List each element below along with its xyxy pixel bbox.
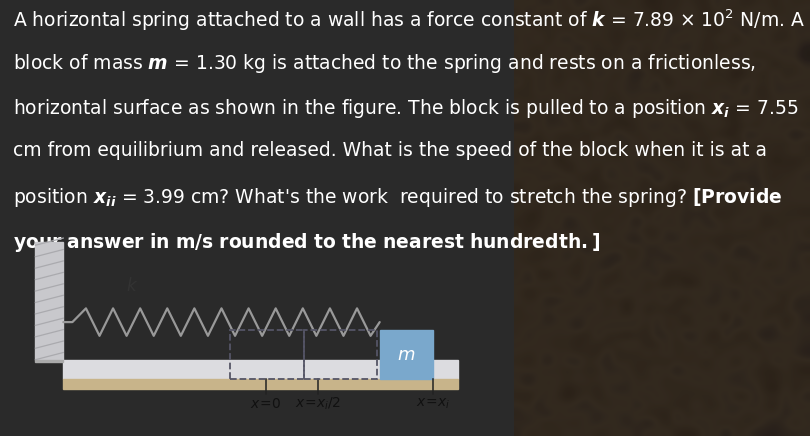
Text: horizontal surface as shown in the figure. The block is pulled to a position $\m: horizontal surface as shown in the figur… <box>13 96 799 119</box>
Text: block of mass $\mathbfit{m}$ = 1.30 kg is attached to the spring and rests on a : block of mass $\mathbfit{m}$ = 1.30 kg i… <box>13 52 756 75</box>
Text: $x\!=\!x_i/2$: $x\!=\!x_i/2$ <box>295 395 341 412</box>
Text: $\mathit{k}$: $\mathit{k}$ <box>126 277 138 295</box>
Text: $x\!=\!0$: $x\!=\!0$ <box>250 397 281 411</box>
Text: cm from equilibrium and released. What is the speed of the block when it is at a: cm from equilibrium and released. What i… <box>13 141 767 160</box>
Bar <box>36 242 63 360</box>
Bar <box>63 379 458 389</box>
Bar <box>63 360 458 379</box>
Bar <box>230 330 304 379</box>
Bar <box>36 360 63 362</box>
Text: A horizontal spring attached to a wall has a force constant of $\mathbfit{k}$ = : A horizontal spring attached to a wall h… <box>13 7 805 33</box>
Bar <box>380 330 433 379</box>
Text: $\mathit{m}$: $\mathit{m}$ <box>397 346 416 364</box>
Text: $\mathbf{your\ answer\ in\ m/s\ rounded\ to\ the\ nearest\ hundredth.]}$: $\mathbf{your\ answer\ in\ m/s\ rounded\… <box>13 231 600 254</box>
Text: $x\!=\!x_i$: $x\!=\!x_i$ <box>416 397 450 411</box>
Text: position $\mathbfit{x_{ii}}$ = 3.99 cm? What's the work  required to stretch the: position $\mathbfit{x_{ii}}$ = 3.99 cm? … <box>13 186 782 209</box>
Bar <box>304 330 377 379</box>
Bar <box>380 330 433 379</box>
